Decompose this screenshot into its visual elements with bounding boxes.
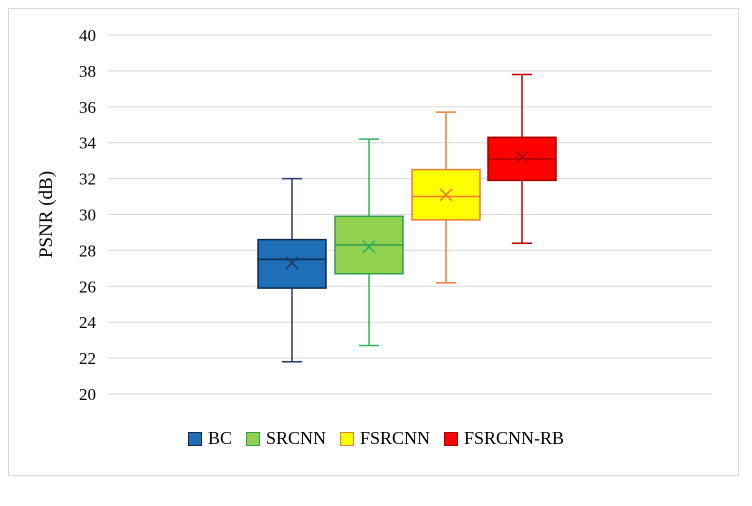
legend-label: FSRCNN-RB	[464, 428, 565, 448]
legend-swatch	[339, 431, 354, 446]
y-tick-label: 24	[79, 313, 97, 332]
y-tick-label: 34	[79, 134, 97, 153]
fsrcnn-mean-stroke	[439, 188, 453, 202]
bc-mean-stroke	[285, 256, 299, 270]
legend-item: BC	[187, 428, 232, 449]
y-tick-label: 22	[79, 349, 96, 368]
legend-swatch	[245, 431, 260, 446]
fsrcnn-mean-marker	[439, 188, 453, 202]
legend-label: BC	[207, 428, 232, 448]
legend: BC SRCNN FSRCNN FSRCNN-RB	[0, 428, 752, 449]
y-tick-label: 30	[79, 206, 96, 225]
y-tick-label: 36	[79, 98, 96, 117]
legend-swatch	[444, 431, 459, 446]
y-tick-label: 32	[79, 170, 96, 189]
srcnn-mean-stroke	[362, 240, 376, 254]
legend-item: FSRCNN-RB	[444, 428, 564, 449]
fsrcnn-rb-mean-stroke	[515, 150, 529, 164]
legend-label: SRCNN	[265, 428, 326, 448]
fsrcnn-rb-mean-marker	[515, 150, 529, 164]
legend-label: FSRCNN	[359, 428, 431, 448]
srcnn-mean-marker	[362, 240, 376, 254]
y-tick-label: 20	[79, 385, 96, 404]
legend-swatch	[187, 431, 202, 446]
y-tick-label: 26	[79, 277, 96, 296]
bc-mean-marker	[285, 256, 299, 270]
y-tick-label: 40	[79, 26, 96, 45]
y-axis-label: PSNR (dB)	[36, 171, 57, 258]
legend-item: FSRCNN	[339, 428, 431, 449]
legend-item: SRCNN	[245, 428, 326, 449]
y-tick-label: 28	[79, 241, 96, 260]
y-tick-label: 38	[79, 62, 96, 81]
